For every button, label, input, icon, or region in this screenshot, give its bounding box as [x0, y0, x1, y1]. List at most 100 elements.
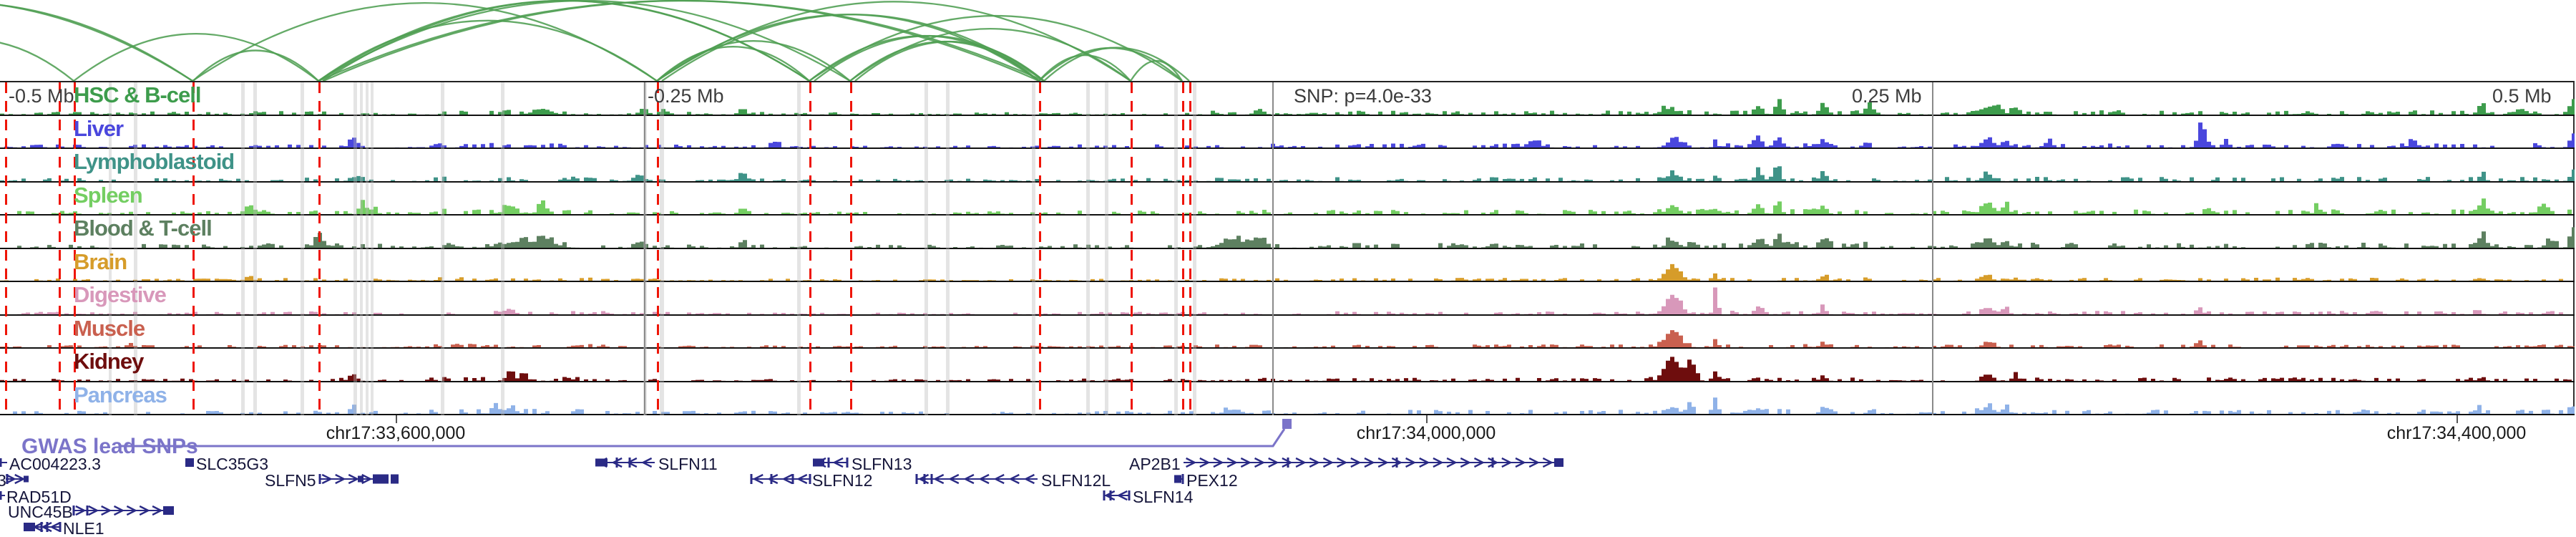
- track-row-hsc-b-cell[interactable]: HSC & B-cell: [0, 82, 2575, 116]
- gene-glyph-ac004223.3[interactable]: [0, 458, 7, 467]
- highlight-red-dashed-line: [74, 82, 76, 415]
- track-label: Lymphoblastoid: [74, 149, 235, 174]
- highlight-gray-band: [241, 82, 245, 415]
- highlight-gray-band: [353, 82, 357, 415]
- highlight-red-dashed-line: [850, 82, 852, 415]
- gene-label-pex12[interactable]: PEX12: [1186, 471, 1238, 490]
- track-row-muscle[interactable]: Muscle: [0, 316, 2575, 349]
- highlight-gray-band: [1032, 82, 1035, 415]
- signal-track-area[interactable]: -0.5 Mb -0.25 Mb SNP: p=4.0e-33 0.25 Mb …: [0, 81, 2575, 415]
- highlight-red-dashed-line: [5, 82, 7, 415]
- chr-coordinate-label: chr17:34,000,000: [1356, 423, 1496, 443]
- highlight-gray-band: [924, 82, 928, 415]
- highlight-gray-band: [134, 82, 137, 415]
- gene-label-slfn12[interactable]: SLFN12: [812, 471, 873, 490]
- interaction-arc: [1038, 47, 1183, 82]
- gene-glyph-slfn11[interactable]: [595, 457, 655, 468]
- interaction-arc: [0, 42, 74, 82]
- gwas-track-label: GWAS lead SNPs: [21, 435, 198, 458]
- track-label: Spleen: [74, 182, 143, 208]
- track-label: HSC & B-cell: [74, 82, 201, 107]
- track-row-spleen[interactable]: Spleen: [0, 183, 2575, 216]
- interaction-arc: [854, 40, 1045, 82]
- chr-coordinate-label: chr17:34,400,000: [2386, 423, 2527, 443]
- highlight-red-dashed-line: [1182, 82, 1184, 415]
- highlight-red-dashed-line: [1189, 82, 1191, 415]
- chr-coordinate-label: chr17:33,600,000: [326, 423, 466, 443]
- scale-label-right: 0.5 Mb: [2492, 85, 2552, 107]
- signal-plot: [0, 165, 2575, 181]
- signal-plot: [0, 263, 2575, 281]
- track-label: Blood & T-cell: [74, 216, 213, 241]
- track-label: Liver: [74, 115, 124, 141]
- highlight-gray-band: [360, 82, 363, 415]
- gene-label-nle1[interactable]: NLE1: [63, 519, 104, 537]
- gene-glyph-pex12[interactable]: [1174, 474, 1184, 484]
- gene-glyph-slc35g3[interactable]: [185, 458, 194, 467]
- highlight-gray-band: [797, 82, 801, 415]
- highlight-red-dashed-line: [809, 82, 811, 415]
- snp-pvalue-label: SNP: p=4.0e-33: [1294, 85, 1432, 107]
- highlight-gray-band: [441, 82, 444, 415]
- gene-glyph-nle1[interactable]: [24, 521, 62, 533]
- highlight-gray-band: [371, 82, 374, 415]
- gene-label-slfn13[interactable]: SLFN13: [852, 455, 912, 473]
- gene-label-ac004223.3[interactable]: AC004223.3: [9, 455, 101, 473]
- highlight-gray-band: [501, 82, 504, 415]
- highlight-gray-band: [109, 82, 112, 415]
- gene-glyph-slfn12l[interactable]: [915, 473, 1038, 485]
- track-row-lymphoblastoid[interactable]: Lymphoblastoid: [0, 149, 2575, 183]
- gene-glyph-3[interactable]: [5, 473, 29, 485]
- signal-plot: [0, 397, 2575, 414]
- gene-glyph-unc45b[interactable]: [72, 505, 174, 516]
- gene-label-slfn11[interactable]: SLFN11: [658, 455, 718, 473]
- gwas-lead-snp-marker[interactable]: [1282, 419, 1292, 429]
- gene-glyphs: [0, 457, 1563, 533]
- ruler-tick: [1426, 415, 1428, 423]
- track-label: Digestive: [74, 282, 167, 307]
- signal-plot: [0, 330, 2575, 347]
- gene-annotation-track[interactable]: AC004223.3 SLC35G3 SLFN11 SLFN13 AP2B1 3 SLFN5…: [0, 415, 2576, 537]
- gene-label-slc35g3[interactable]: SLC35G3: [196, 455, 269, 473]
- signal-plot: [0, 98, 2575, 115]
- gene-label-unc45b[interactable]: UNC45B: [8, 503, 73, 521]
- gene-label-rad51d[interactable]: RAD51D: [6, 488, 72, 506]
- gene-glyph-ap2b1[interactable]: [1184, 457, 1563, 468]
- ruler-tick: [396, 415, 397, 423]
- highlight-gray-band: [366, 82, 369, 415]
- gene-label-slfn14[interactable]: SLFN14: [1133, 488, 1194, 506]
- gwas-line: [120, 428, 1286, 448]
- gwas-snp-track[interactable]: [0, 415, 2576, 458]
- track-row-pancreas[interactable]: Pancreas: [0, 382, 2575, 415]
- highlight-red-dashed-line: [1131, 82, 1133, 415]
- gene-glyph-slfn13[interactable]: [813, 457, 849, 468]
- interaction-arc: [0, 4, 193, 82]
- gene-label-3[interactable]: 3: [0, 471, 6, 490]
- signal-plot: [0, 122, 2575, 147]
- interaction-arcs-layer: [0, 0, 1190, 82]
- signal-plot: [0, 356, 2575, 381]
- track-row-digestive[interactable]: Digestive: [0, 282, 2575, 316]
- track-row-blood-t-cell[interactable]: Blood & T-cell: [0, 216, 2575, 249]
- gene-label-slfn5[interactable]: SLFN5: [265, 471, 316, 490]
- interaction-arc: [318, 19, 658, 82]
- gene-glyph-slfn12[interactable]: [750, 473, 811, 485]
- track-label: Brain: [74, 248, 127, 274]
- gene-glyph-slfn14[interactable]: [1103, 490, 1131, 501]
- interaction-arc: [73, 33, 319, 82]
- scale-label-right-mid: 0.25 Mb: [1852, 85, 1922, 107]
- highlight-gray-band: [1174, 82, 1178, 415]
- gene-label-ap2b1[interactable]: AP2B1: [1129, 455, 1181, 473]
- scale-tick-line: [1932, 82, 1933, 415]
- track-row-kidney[interactable]: Kidney: [0, 349, 2575, 382]
- gene-label-slfn12l[interactable]: SLFN12L: [1041, 471, 1111, 490]
- highlight-gray-band: [253, 82, 257, 415]
- highlight-gray-band: [1086, 82, 1090, 415]
- gene-glyph-rad51d[interactable]: [0, 491, 5, 500]
- track-row-liver[interactable]: Liver: [0, 115, 2575, 149]
- gene-glyph-slfn5[interactable]: [318, 473, 399, 485]
- signal-plot: [0, 287, 2575, 314]
- track-row-brain[interactable]: Brain: [0, 248, 2575, 282]
- highlight-gray-band: [946, 82, 950, 415]
